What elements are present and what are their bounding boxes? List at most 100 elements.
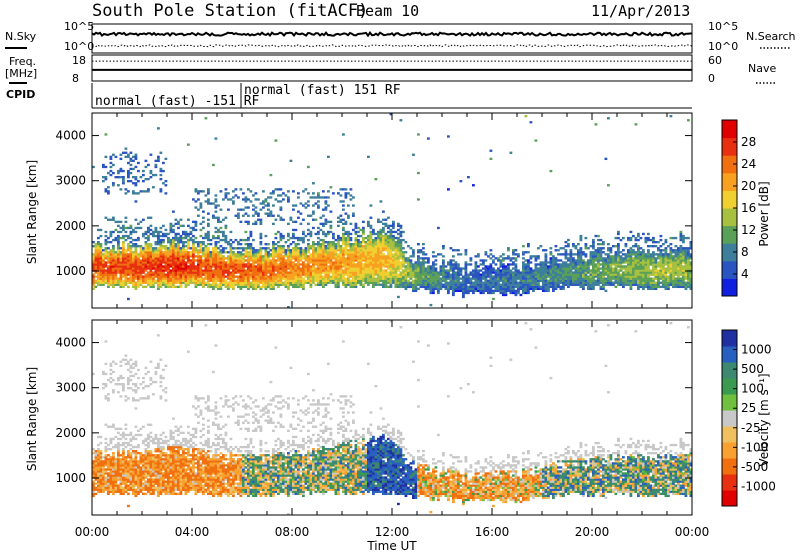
noise-search-series xyxy=(92,44,693,48)
power-cell xyxy=(184,234,188,238)
power-cell xyxy=(159,190,163,193)
power-cell xyxy=(339,249,343,252)
power-cell xyxy=(617,261,620,264)
power-cell xyxy=(322,255,325,258)
power-cell xyxy=(387,275,390,278)
power-cell xyxy=(374,251,378,254)
power-cell xyxy=(367,257,370,260)
power-cell xyxy=(159,273,163,276)
power-cell xyxy=(602,277,605,280)
power-cell xyxy=(594,263,598,266)
power-cell xyxy=(127,259,130,262)
power-cell xyxy=(507,285,510,289)
power-cell xyxy=(424,279,428,282)
power-cell xyxy=(339,269,343,272)
power-cell xyxy=(279,247,283,250)
power-cell xyxy=(144,277,148,280)
power-cell xyxy=(579,265,583,268)
power-cell xyxy=(222,249,225,252)
power-cell xyxy=(382,271,385,274)
power-cell xyxy=(584,269,588,272)
power-cell xyxy=(189,261,193,264)
power-cell xyxy=(609,283,613,286)
power-cell xyxy=(217,251,220,254)
power-cell xyxy=(192,238,195,242)
power-cell xyxy=(632,275,635,278)
power-cell xyxy=(227,277,230,280)
power-cell xyxy=(532,273,535,276)
power-cell xyxy=(109,273,113,276)
power-cell xyxy=(259,265,263,268)
power-cell xyxy=(342,269,345,272)
power-cell xyxy=(337,273,340,276)
power-cell xyxy=(402,265,405,268)
power-cell xyxy=(444,269,448,272)
power-cell xyxy=(349,261,353,264)
power-cell xyxy=(302,283,305,286)
power-cell xyxy=(634,261,638,264)
power-cell xyxy=(287,238,290,242)
power-cell xyxy=(367,281,370,284)
power-cell xyxy=(234,257,238,260)
power-cell xyxy=(194,190,198,193)
noise-strip-frame xyxy=(91,23,693,54)
power-cell xyxy=(349,257,353,260)
power-cell xyxy=(274,281,278,284)
power-cell xyxy=(332,247,335,250)
power-cell xyxy=(164,281,168,284)
power-cell xyxy=(262,267,265,270)
power-cell xyxy=(124,261,128,264)
power-cell xyxy=(607,277,610,280)
power-cell xyxy=(252,249,255,252)
power-cell xyxy=(614,285,618,289)
power-cell xyxy=(309,255,313,258)
power-cell xyxy=(394,277,398,280)
power-cell xyxy=(509,287,513,291)
power-cell xyxy=(114,220,118,224)
power-cell xyxy=(592,265,595,268)
power-cell xyxy=(449,273,453,276)
power-cell xyxy=(359,281,363,284)
power-cell xyxy=(287,279,290,282)
power-cell xyxy=(382,243,385,246)
power-cell xyxy=(289,277,293,280)
power-cell xyxy=(349,247,353,250)
power-cell xyxy=(122,275,125,278)
power-cell xyxy=(339,214,343,217)
power-cell xyxy=(197,253,200,256)
power-cell xyxy=(272,267,275,270)
power-cell xyxy=(232,273,235,276)
power-cell xyxy=(309,257,313,260)
power-cell xyxy=(134,265,138,268)
power-cell xyxy=(269,212,273,215)
power-cell xyxy=(129,263,133,266)
power-cell xyxy=(292,228,295,232)
power-cell xyxy=(582,253,585,256)
power-cell xyxy=(152,255,155,258)
power-cell xyxy=(272,273,275,276)
power-cell xyxy=(477,255,480,258)
power-cell xyxy=(159,255,163,258)
power-cell xyxy=(587,283,590,286)
power-cell xyxy=(269,210,273,213)
power-cell xyxy=(284,265,288,268)
power-cell xyxy=(349,267,353,270)
power-cell xyxy=(572,277,575,280)
power-cell xyxy=(599,251,603,254)
power-cell xyxy=(509,289,513,293)
power-cell xyxy=(409,277,413,280)
power-cell xyxy=(149,275,153,278)
power-cell xyxy=(579,263,583,266)
power-cell xyxy=(562,287,565,291)
power-cell xyxy=(634,253,638,256)
power-cell xyxy=(234,267,238,270)
power-cell xyxy=(362,249,365,252)
freq-strip-frame xyxy=(91,54,693,82)
power-cell xyxy=(422,271,425,274)
power-cell xyxy=(502,267,505,270)
power-cell xyxy=(322,261,325,264)
power-cell xyxy=(589,257,593,260)
power-cell xyxy=(157,127,160,130)
power-cell xyxy=(394,249,398,252)
power-cell xyxy=(394,261,398,264)
